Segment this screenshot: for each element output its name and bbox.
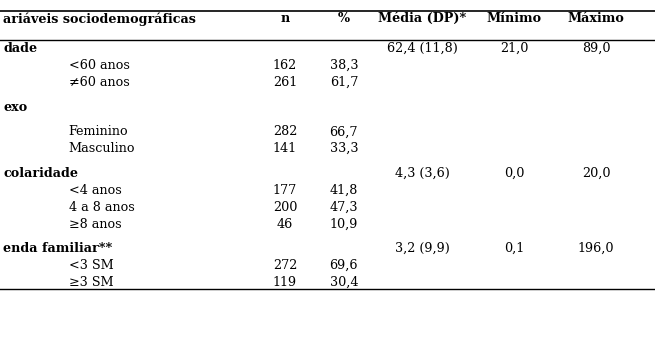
Text: dade: dade bbox=[3, 42, 37, 55]
Text: 30,4: 30,4 bbox=[329, 276, 358, 289]
Text: Mínimo: Mínimo bbox=[487, 12, 542, 25]
Text: 177: 177 bbox=[272, 184, 297, 197]
Text: 47,3: 47,3 bbox=[329, 201, 358, 214]
Text: <3 SM: <3 SM bbox=[69, 259, 113, 272]
Text: 61,7: 61,7 bbox=[329, 76, 358, 89]
Text: 10,9: 10,9 bbox=[329, 218, 358, 231]
Text: 162: 162 bbox=[272, 59, 297, 72]
Text: 66,7: 66,7 bbox=[329, 125, 358, 138]
Text: 89,0: 89,0 bbox=[582, 42, 610, 55]
Text: <4 anos: <4 anos bbox=[69, 184, 122, 197]
Text: 0,0: 0,0 bbox=[504, 167, 525, 180]
Text: 272: 272 bbox=[272, 259, 297, 272]
Text: 46: 46 bbox=[277, 218, 293, 231]
Text: n: n bbox=[280, 12, 290, 25]
Text: 3,2 (9,9): 3,2 (9,9) bbox=[395, 242, 450, 255]
Text: enda familiar**: enda familiar** bbox=[3, 242, 113, 255]
Text: 0,1: 0,1 bbox=[504, 242, 524, 255]
Text: Média (DP)*: Média (DP)* bbox=[379, 12, 466, 25]
Text: ≥8 anos: ≥8 anos bbox=[69, 218, 121, 231]
Text: 141: 141 bbox=[273, 142, 297, 155]
Text: 20,0: 20,0 bbox=[582, 167, 610, 180]
Text: colaridade: colaridade bbox=[3, 167, 79, 180]
Text: 21,0: 21,0 bbox=[500, 42, 529, 55]
Text: 41,8: 41,8 bbox=[329, 184, 358, 197]
Text: 200: 200 bbox=[272, 201, 297, 214]
Text: %: % bbox=[338, 12, 350, 25]
Text: ≠60 anos: ≠60 anos bbox=[69, 76, 130, 89]
Text: 62,4 (11,8): 62,4 (11,8) bbox=[387, 42, 458, 55]
Text: ariáveis sociodemográficas: ariáveis sociodemográficas bbox=[3, 12, 196, 26]
Text: ≥3 SM: ≥3 SM bbox=[69, 276, 113, 289]
Text: Máximo: Máximo bbox=[568, 12, 624, 25]
Text: 196,0: 196,0 bbox=[578, 242, 614, 255]
Text: exo: exo bbox=[3, 101, 28, 114]
Text: 38,3: 38,3 bbox=[329, 59, 358, 72]
Text: 261: 261 bbox=[272, 76, 297, 89]
Text: 4 a 8 anos: 4 a 8 anos bbox=[69, 201, 134, 214]
Text: Masculino: Masculino bbox=[69, 142, 136, 155]
Text: 33,3: 33,3 bbox=[329, 142, 358, 155]
Text: 69,6: 69,6 bbox=[329, 259, 358, 272]
Text: 282: 282 bbox=[272, 125, 297, 138]
Text: 119: 119 bbox=[273, 276, 297, 289]
Text: Feminino: Feminino bbox=[69, 125, 128, 138]
Text: 4,3 (3,6): 4,3 (3,6) bbox=[395, 167, 450, 180]
Text: <60 anos: <60 anos bbox=[69, 59, 130, 72]
